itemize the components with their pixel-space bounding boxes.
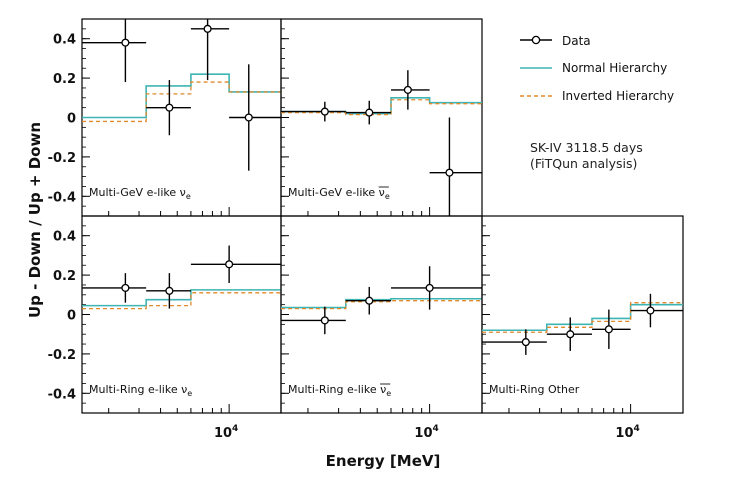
panel-plot-area	[82, 245, 281, 310]
y-tick-label: 0	[67, 309, 76, 324]
data-point	[646, 306, 655, 315]
data-point	[445, 168, 454, 177]
data-point	[365, 296, 374, 305]
legend-entry-normal: Normal Hierarchy	[562, 61, 667, 75]
y-tick-label: -0.2	[48, 151, 76, 166]
panel-label-particle: ν	[379, 186, 385, 199]
data-point	[121, 283, 130, 292]
panels: -0.4 -0.2 0 0.2 0.4 Multi-GeV e-like νe Multi-…	[48, 18, 684, 441]
panel-label-particle-sub: e	[386, 389, 391, 398]
annotation-line-2: (FiTQun analysis)	[530, 156, 637, 171]
panel-4: 104 Multi-Ring e-like νe	[280, 215, 483, 441]
panel-label: Multi-Ring e-like νe	[288, 383, 391, 398]
panel-5: 104 Multi-Ring Other	[481, 215, 684, 441]
panel-plot-area	[281, 266, 482, 335]
normal-hierarchy-line	[82, 289, 281, 307]
annotation-line-1: SK-IV 3118.5 days	[530, 140, 643, 155]
y-tick-label: 0.4	[53, 230, 76, 245]
legend-data-marker	[531, 35, 541, 45]
annotation: SK-IV 3118.5 days (FiTQun analysis)	[530, 140, 643, 171]
inverted-hierarchy-line	[281, 99, 482, 116]
x-tick-exponent: 4	[433, 424, 439, 434]
panel-plot-area	[482, 293, 683, 355]
panel-3: -0.4 -0.2 0 0.2 0.4 104 Multi-Ring e-like νe	[48, 215, 282, 441]
y-tick-label: -0.2	[48, 348, 76, 363]
data-point	[165, 103, 174, 112]
legend-entry-inverted: Inverted Hierarchy	[562, 89, 674, 103]
data-point	[320, 107, 329, 116]
y-tick-label: 0.2	[53, 269, 76, 284]
x-tick-label: 104	[615, 424, 639, 441]
x-tick-label: 104	[214, 424, 238, 441]
inverted-hierarchy-line	[482, 302, 683, 333]
panel-plot-area	[82, 19, 281, 171]
legend: Data Normal Hierarchy Inverted Hierarchy	[520, 34, 674, 103]
x-tick-exponent: 4	[634, 424, 640, 434]
data-point	[521, 338, 530, 347]
data-point	[365, 108, 374, 117]
data-point	[403, 85, 412, 94]
panel-1: -0.4 -0.2 0 0.2 0.4 Multi-GeV e-like νe	[48, 18, 282, 217]
panel-label: Multi-Ring Other	[489, 383, 580, 396]
x-tick-exponent: 4	[232, 424, 238, 434]
data-point	[225, 260, 234, 269]
panel-label: Multi-GeV e-like νe	[89, 186, 191, 201]
panel-plot-area	[281, 70, 482, 216]
x-axis-title: Energy [MeV]	[326, 452, 441, 470]
y-tick-label: 0.4	[53, 33, 76, 48]
data-point	[165, 286, 174, 295]
y-tick-label: 0.2	[53, 72, 76, 87]
y-tick-label: 0	[67, 112, 76, 127]
legend-entry-data: Data	[562, 34, 591, 48]
panel-label: Multi-GeV e-like νe	[288, 186, 390, 201]
panel-label-particle-sub: e	[385, 192, 390, 201]
panel-label-particle: ν	[180, 186, 186, 199]
panel-label: Multi-Ring e-like νe	[89, 383, 192, 398]
panel-label-particle-sub: e	[187, 389, 192, 398]
data-point	[425, 283, 434, 292]
normal-hierarchy-line	[82, 73, 281, 119]
y-tick-label: -0.4	[48, 387, 76, 402]
panel-2: Multi-GeV e-like νe	[280, 18, 483, 217]
data-point	[203, 24, 212, 33]
data-point	[604, 325, 613, 334]
data-point	[121, 38, 130, 47]
panel-label-particle: ν	[380, 383, 386, 396]
data-point	[566, 330, 575, 339]
x-tick-label: 104	[414, 424, 438, 441]
data-point	[320, 316, 329, 325]
y-tick-label: -0.4	[48, 190, 76, 205]
panel-label-particle: ν	[181, 383, 187, 396]
data-point	[244, 113, 253, 122]
y-axis-title: Up - Down / Up + Down	[26, 122, 44, 318]
panel-label-particle-sub: e	[186, 192, 191, 201]
inverted-hierarchy-line	[82, 81, 281, 123]
